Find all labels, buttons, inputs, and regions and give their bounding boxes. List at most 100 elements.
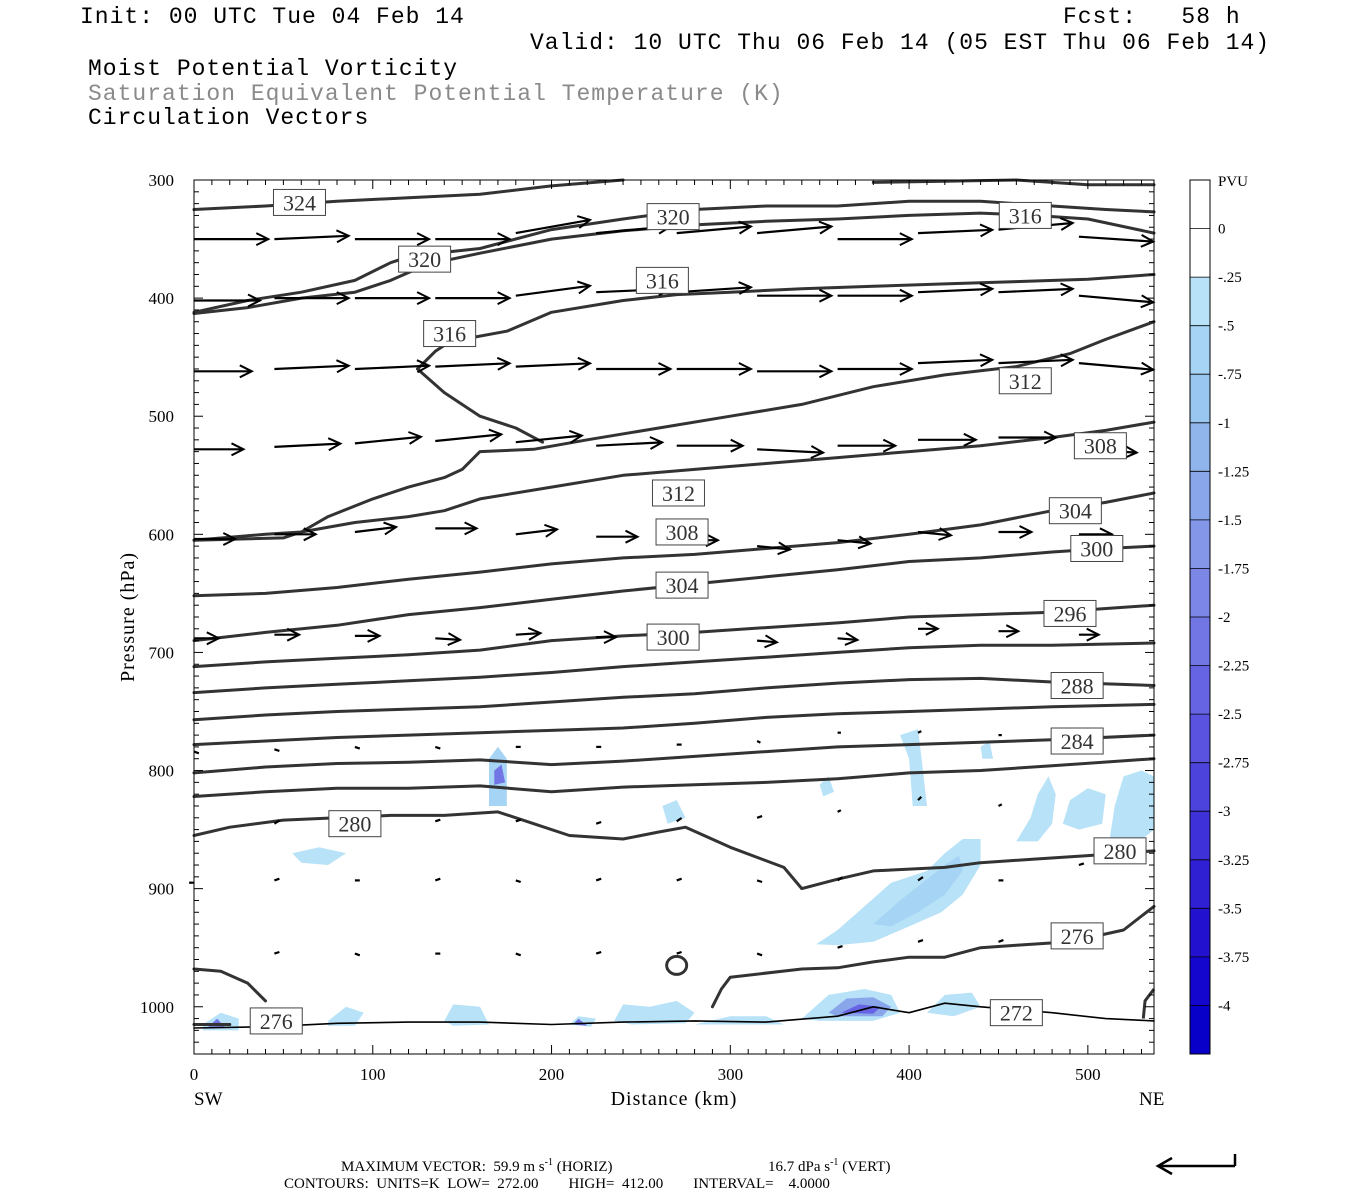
circulation-vector	[515, 818, 522, 823]
circulation-vector-head	[488, 428, 504, 443]
circulation-vector	[837, 637, 858, 641]
circulation-vector	[595, 820, 602, 825]
y-axis-title: Pressure (hPa)	[117, 552, 139, 682]
colorbar: 0 -.25 -.5 -.75 -1 -1.25 -1.5 -1.75 -2 -2.25 -2.5 -…	[1189, 179, 1249, 1055]
circulation-vector	[836, 876, 844, 882]
circulation-vector	[1078, 362, 1154, 371]
pv-region	[614, 1000, 695, 1025]
contour-label: 288	[1061, 674, 1094, 699]
circulation-vector-head	[899, 288, 915, 303]
colorbar-swatch	[1190, 180, 1210, 230]
circulation-vector-head	[336, 291, 351, 305]
colorbar-label: -3.25	[1218, 853, 1249, 869]
plot-frame	[193, 179, 1155, 1055]
circulation-vector	[757, 639, 777, 644]
circulation-vector	[515, 528, 558, 536]
pv-region	[292, 847, 346, 865]
colorbar-swatch	[1190, 422, 1210, 472]
contour-label-box	[249, 1007, 303, 1035]
circulation-vector-head	[447, 632, 463, 647]
circulation-vector-head	[738, 362, 754, 376]
circulation-vector	[837, 539, 871, 545]
circulation-vector	[274, 877, 280, 882]
circulation-vector-head	[568, 429, 585, 444]
circulation-vector	[515, 218, 591, 235]
contour-label-box	[1043, 599, 1097, 627]
y-tick-label: 1000	[140, 998, 174, 1017]
circulation-vector	[435, 637, 461, 641]
circulation-vector	[917, 939, 924, 943]
contour-label-box	[655, 518, 709, 546]
contour-label: 276	[1061, 924, 1094, 949]
circulation-vector	[1078, 235, 1154, 243]
circulation-vector-head	[818, 288, 834, 303]
colorbar-swatch	[1190, 908, 1210, 958]
circulation-vector	[434, 745, 441, 750]
contour-label: 324	[283, 190, 316, 215]
colorbar-swatch	[1190, 228, 1210, 278]
circulation-vector	[274, 950, 280, 955]
contour-label-box	[1093, 837, 1147, 865]
theta-es-contour	[1141, 988, 1156, 1019]
circulation-vector	[917, 228, 993, 235]
circulation-vector-head	[497, 232, 512, 246]
circulation-vector	[917, 796, 923, 801]
pv-region	[1109, 770, 1154, 848]
contour-label: 312	[662, 481, 695, 506]
y-tick-label: 300	[149, 171, 175, 190]
contour-label-box	[272, 188, 326, 216]
circulation-vector	[354, 435, 422, 445]
circulation-vector	[756, 815, 763, 819]
contour-label: 308	[1084, 434, 1117, 459]
pv-region	[816, 839, 981, 946]
circulation-vector-head	[286, 627, 302, 642]
colorbar-swatch	[1190, 325, 1210, 375]
field-title-theta-es: Saturation Equivalent Potential Temperat…	[88, 81, 784, 107]
colorbar-swatch	[1190, 519, 1210, 569]
circulation-vector	[515, 879, 522, 884]
circulation-vector	[595, 877, 602, 882]
circulation-vector	[354, 364, 430, 371]
circulation-vector	[756, 879, 763, 884]
circulation-vector-head	[925, 621, 941, 636]
circulation-vector-head	[979, 223, 995, 238]
circulation-vector-head	[576, 215, 593, 229]
contour-label-box	[328, 810, 382, 838]
colorbar-label: -1.25	[1218, 464, 1249, 480]
contour-label: 320	[657, 205, 690, 230]
circulation-vector	[998, 939, 1004, 943]
contour-label-box	[655, 571, 709, 599]
x-end-label-ne: NE	[1139, 1089, 1164, 1110]
circulation-vector-head	[979, 282, 995, 297]
x-tick-label: 300	[718, 1065, 744, 1084]
pv-region	[444, 1004, 489, 1026]
contour-label: 320	[408, 247, 441, 272]
pv-fill-layer	[202, 729, 1154, 1031]
circulation-vector-head	[899, 362, 915, 376]
pv-region	[900, 729, 927, 806]
circulation-vector-head	[738, 281, 754, 295]
circulation-vector	[997, 803, 1003, 807]
max-vector-horiz-text: MAXIMUM VECTOR: 59.9 m s	[341, 1159, 545, 1175]
circulation-vector-head	[416, 291, 432, 305]
x-tick-label: 500	[1075, 1065, 1101, 1084]
circulation-vector-head	[764, 634, 780, 649]
max-vector-vert-readout: 16.7 dPa s-1 (VERT)	[768, 1157, 890, 1176]
circulation-vector-head	[938, 527, 954, 541]
contour-label-box	[1050, 922, 1104, 950]
circulation-vector	[193, 750, 200, 755]
circulation-vector	[998, 358, 1073, 365]
colorbar-label: -1.75	[1218, 561, 1249, 577]
colorbar-swatch	[1190, 665, 1210, 715]
theta-es-contour	[192, 676, 1156, 722]
circulation-vector	[998, 287, 1073, 294]
circulation-vector	[756, 740, 761, 744]
max-vector-vert-text: 16.7 dPa s	[768, 1159, 831, 1175]
contour-label: 308	[666, 520, 699, 545]
circulation-vector-head	[255, 232, 271, 246]
circulation-vector-head	[416, 232, 432, 246]
field-title-vectors: Circulation Vectors	[88, 105, 370, 131]
circulation-vector-head	[206, 631, 222, 646]
circulation-vector-head	[1005, 624, 1021, 639]
contour-layer	[192, 178, 1156, 1029]
